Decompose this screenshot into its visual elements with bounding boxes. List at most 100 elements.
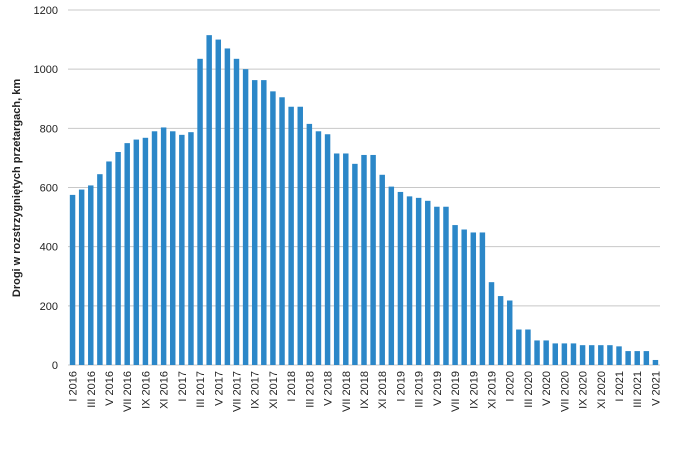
x-tick-label: IX 2017 [250, 371, 262, 409]
bar [579, 345, 586, 365]
bar [270, 91, 276, 366]
bar [306, 123, 313, 365]
x-tick-label: IX 2019 [468, 371, 480, 409]
bar [652, 359, 659, 365]
bar [297, 106, 303, 366]
x-tick-label: I 2018 [286, 371, 298, 402]
bar [415, 197, 422, 365]
bar [497, 296, 504, 365]
bar [179, 134, 185, 365]
bar [397, 191, 404, 365]
bar [443, 206, 449, 365]
bar [370, 154, 376, 365]
x-tick-label: V 2017 [213, 371, 225, 406]
x-tick-label: III 2016 [86, 371, 98, 408]
bar [88, 185, 94, 365]
bar [452, 225, 458, 365]
x-tick-label: VII 2018 [341, 371, 353, 412]
bar [324, 134, 331, 365]
x-tick-label: III 2021 [632, 371, 644, 408]
bar [224, 48, 231, 365]
bar [616, 346, 622, 365]
bar [133, 139, 140, 365]
bar [170, 131, 176, 365]
bar [506, 300, 513, 365]
bar [197, 58, 203, 365]
y-axis-label: Drogi w rozstrzygniętych przetargach, km [11, 79, 23, 297]
bar [97, 174, 103, 365]
y-tick-label: 600 [40, 183, 58, 195]
bar [643, 351, 650, 365]
bar [279, 97, 285, 365]
bar [434, 206, 440, 365]
x-tick-label: IX 2018 [359, 371, 371, 409]
bar [406, 196, 413, 365]
bar [598, 345, 604, 365]
bar [261, 80, 267, 366]
x-tick-label: III 2020 [523, 371, 535, 408]
x-tick-label: XI 2017 [268, 371, 280, 409]
x-tick-label: I 2019 [395, 371, 407, 402]
bar [233, 58, 240, 365]
bar [552, 343, 558, 365]
bar [525, 329, 531, 365]
bar [188, 132, 194, 365]
y-tick-label: 1200 [34, 5, 58, 17]
bar [242, 69, 249, 366]
bar [69, 194, 76, 365]
bar [115, 152, 121, 365]
bar [516, 329, 522, 365]
bar [543, 340, 549, 365]
bar [343, 153, 349, 365]
y-tick-label: 400 [40, 242, 58, 254]
bar [206, 35, 212, 365]
x-tick-label: I 2017 [177, 371, 189, 402]
x-tick-label: VII 2016 [122, 371, 134, 412]
bar [561, 343, 568, 365]
bar [379, 174, 385, 365]
x-tick-label: VII 2020 [559, 371, 571, 412]
bar [124, 143, 130, 365]
bar [315, 131, 322, 365]
bar [634, 351, 640, 365]
x-tick-label: IX 2020 [578, 371, 590, 409]
bar [142, 137, 149, 365]
bar [479, 232, 486, 365]
x-tick-label: XI 2018 [377, 371, 389, 409]
x-tick-label: VII 2017 [231, 371, 243, 412]
y-tick-label: 1000 [34, 64, 58, 76]
x-tick-label: V 2020 [541, 371, 553, 406]
x-tick-label: III 2019 [414, 371, 426, 408]
x-tick-label: I 2020 [505, 371, 517, 402]
x-tick-label: I 2021 [614, 371, 626, 402]
x-tick-label: III 2018 [304, 371, 316, 408]
x-tick-label: V 2018 [323, 371, 335, 406]
bar [352, 163, 358, 365]
x-tick-label: III 2017 [195, 371, 207, 408]
bar [425, 200, 431, 365]
x-tick-label: IX 2016 [140, 371, 152, 409]
x-tick-label: V 2021 [650, 371, 662, 406]
bar [106, 161, 112, 365]
x-tick-label: VII 2019 [450, 371, 462, 412]
bar [160, 127, 167, 365]
x-tick-label: V 2019 [432, 371, 444, 406]
x-tick-label: XI 2020 [596, 371, 608, 409]
bar [570, 343, 577, 365]
bar [625, 351, 631, 365]
y-tick-label: 200 [40, 301, 58, 313]
bar [151, 131, 158, 365]
bar [607, 345, 613, 365]
bar [470, 232, 477, 365]
bar [461, 229, 467, 365]
bar [488, 282, 495, 365]
bar [388, 186, 395, 365]
bar [288, 106, 294, 366]
bar [361, 154, 367, 365]
x-tick-label: XI 2016 [159, 371, 171, 409]
bar [215, 39, 222, 365]
bar [534, 340, 540, 365]
x-tick-label: V 2016 [104, 371, 116, 406]
bar [588, 345, 595, 365]
